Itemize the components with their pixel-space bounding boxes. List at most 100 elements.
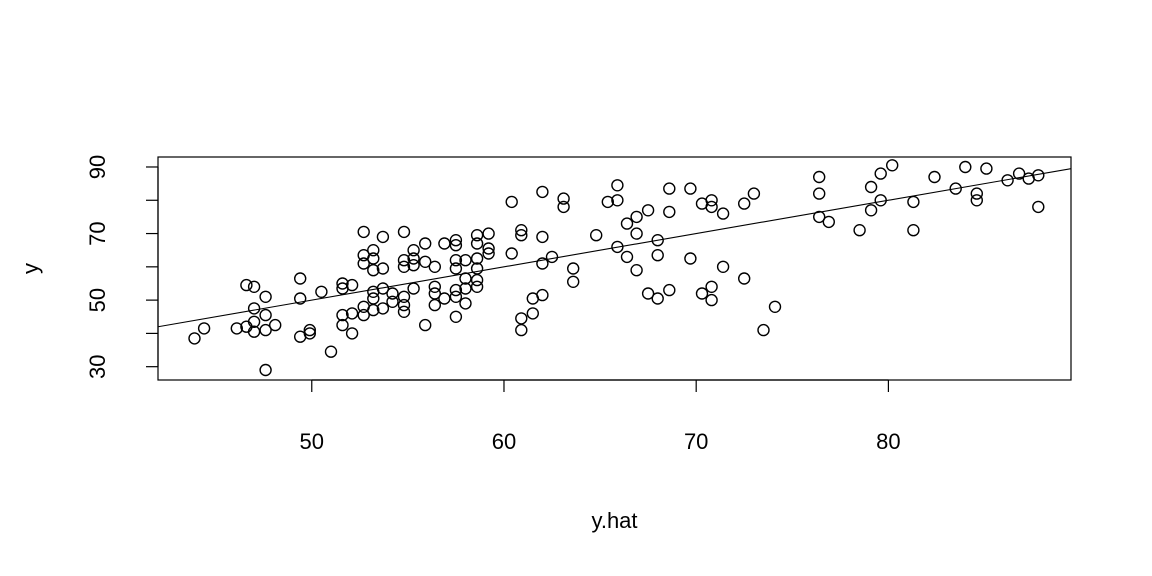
data-point: [470, 228, 484, 242]
data-point: [459, 272, 472, 285]
data-point: [482, 227, 495, 240]
data-point: [651, 292, 664, 305]
data-point: [397, 225, 411, 239]
data-point: [557, 200, 570, 214]
data-point: [459, 297, 472, 310]
data-point: [1032, 200, 1045, 214]
x-tick-label: 50: [300, 429, 324, 454]
data-point: [864, 180, 878, 194]
reference-line-layer: [158, 168, 1071, 328]
x-tick-label: 60: [492, 429, 516, 454]
data-point: [590, 228, 603, 242]
data-point: [505, 247, 518, 260]
data-point: [601, 195, 614, 209]
data-point: [663, 205, 676, 219]
data-point: [907, 195, 920, 209]
data-point: [526, 307, 539, 320]
data-point: [515, 323, 528, 337]
data-point: [336, 308, 349, 322]
data-point: [259, 290, 272, 303]
data-point: [459, 254, 472, 267]
data-point: [376, 262, 390, 275]
data-point: [357, 308, 370, 322]
data-point: [449, 283, 463, 297]
data-point: [630, 227, 643, 240]
data-point: [407, 252, 420, 265]
data-point: [449, 233, 463, 247]
data-point: [294, 272, 307, 285]
data-point: [482, 247, 495, 260]
data-point: [641, 287, 655, 300]
data-point: [240, 278, 253, 292]
data-point: [611, 194, 624, 207]
data-point: [376, 302, 390, 315]
data-point: [397, 260, 411, 273]
data-point: [419, 255, 432, 268]
data-point: [557, 192, 570, 205]
data-point: [397, 254, 411, 267]
data-point: [324, 345, 338, 358]
x-tick-label: 70: [684, 429, 708, 454]
x-axis: 50 60 70 80: [300, 379, 901, 454]
data-point: [684, 182, 697, 195]
data-point: [367, 243, 380, 257]
data-point: [449, 238, 463, 252]
data-point: [197, 322, 211, 335]
data-point: [449, 262, 463, 275]
y-axis-title: y: [18, 263, 43, 274]
data-point: [536, 257, 549, 270]
data-point: [428, 280, 441, 293]
data-point: [428, 260, 441, 273]
data-point: [545, 250, 559, 264]
data-point: [259, 363, 272, 377]
data-point: [303, 323, 316, 337]
data-point: [663, 283, 676, 297]
data-point: [407, 282, 420, 295]
data-point: [705, 280, 718, 293]
data-point: [515, 312, 528, 325]
data-point: [505, 195, 518, 209]
data-point: [705, 293, 718, 307]
data-point: [407, 243, 420, 257]
data-point: [651, 233, 664, 247]
data-point: [230, 322, 244, 335]
data-point: [695, 287, 709, 300]
data-point: [738, 272, 751, 285]
y-tick-label: 50: [85, 288, 110, 312]
data-point: [367, 252, 380, 265]
data-point: [684, 252, 697, 265]
data-point: [651, 248, 664, 262]
data-point: [1012, 167, 1026, 180]
x-tick-label: 80: [876, 429, 900, 454]
data-point: [874, 167, 887, 180]
data-point: [716, 207, 730, 220]
data-point: [407, 259, 420, 272]
data-point: [757, 323, 770, 337]
data-point: [611, 179, 624, 192]
data-point: [874, 194, 887, 207]
data-point: [397, 290, 411, 303]
data-point: [247, 325, 261, 338]
data-point: [419, 237, 432, 250]
data-point: [259, 308, 272, 322]
data-point: [449, 290, 463, 303]
data-point: [438, 237, 451, 250]
data-point: [907, 223, 920, 237]
data-point: [345, 278, 359, 292]
data-point: [269, 318, 282, 332]
data-point: [386, 295, 399, 308]
data-point: [822, 215, 835, 229]
data-point: [630, 264, 643, 277]
data-point: [928, 170, 941, 184]
data-point: [357, 257, 370, 270]
data-point: [428, 298, 441, 312]
data-point: [247, 280, 261, 293]
data-point: [813, 187, 826, 200]
data-point: [470, 237, 484, 250]
data-point: [536, 288, 549, 302]
data-point: [386, 287, 399, 300]
data-point: [367, 292, 380, 305]
data-point: [247, 302, 261, 315]
data-point: [620, 217, 634, 230]
